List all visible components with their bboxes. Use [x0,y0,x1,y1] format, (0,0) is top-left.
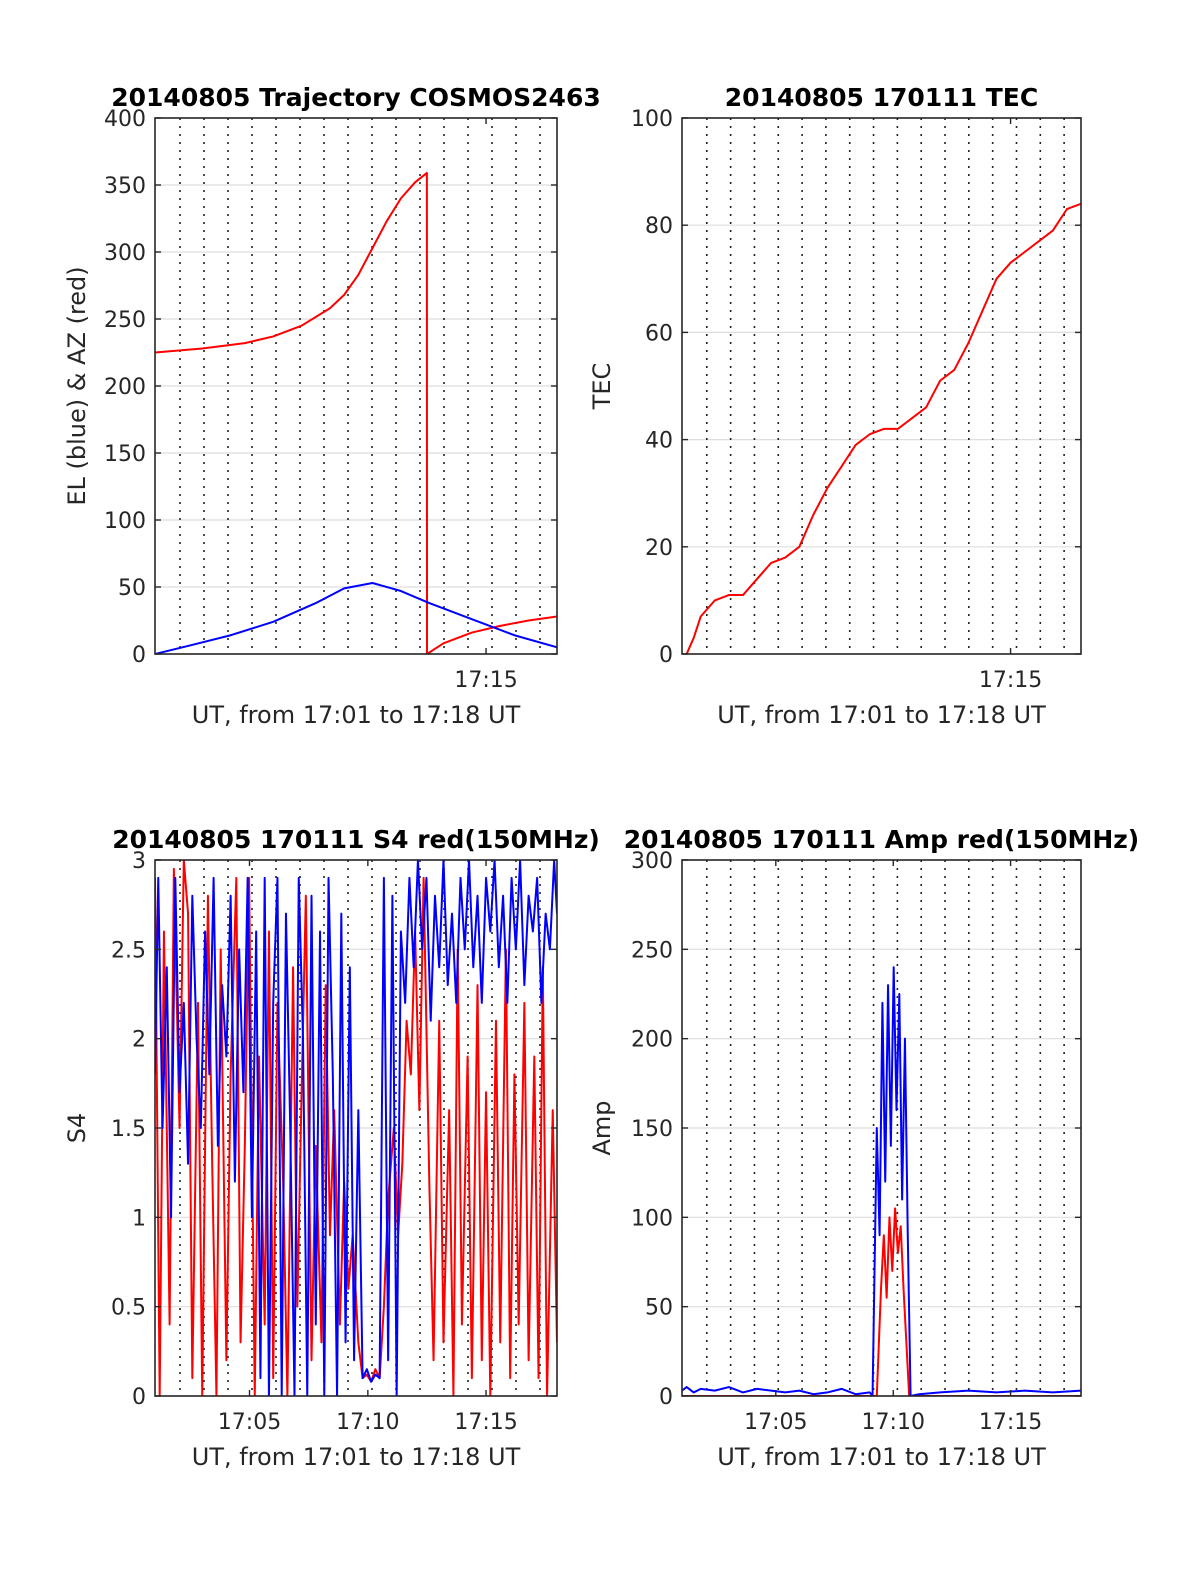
y-tick-label: 3 [132,849,146,874]
y-tick-label: 300 [631,849,673,874]
axes-box [681,117,1082,655]
y-tick-label: 0 [132,643,146,668]
y-tick-label: 150 [631,1117,673,1142]
y-tick-label: 60 [645,321,673,346]
y-tick-label: 2 [132,1028,146,1053]
chart-title: 20140805 170111 S4 red(150MHz) [112,825,600,854]
series-line-1 [682,1207,1081,1396]
y-tick-label: 0 [659,1385,673,1410]
x-tick-label: 17:15 [454,668,517,693]
y-tick-label: 100 [631,1206,673,1231]
chart-amp: 0 50 100 150 200 250 300 17:05 17:10 17:15 2014080… [588,825,1139,1471]
series-line-2 [155,581,557,654]
series-line-1 [155,171,557,654]
x-tick-label: 17:05 [218,1410,281,1435]
series-line-2 [155,860,557,1396]
chart-title: 20140805 170111 Amp red(150MHz) [624,825,1140,854]
x-axis-label: UT, from 17:01 to 17:18 UT [717,701,1046,729]
y-tick-label: 100 [104,509,146,534]
series-line-2 [682,966,1081,1396]
y-tick-label: 2.5 [111,938,146,963]
y-tick-label: 50 [118,576,146,601]
y-tick-label: 80 [645,214,673,239]
y-tick-label: 100 [631,107,673,132]
x-tick-label: 17:10 [336,1410,399,1435]
x-tick-label: 17:15 [979,1410,1042,1435]
y-axis-label: EL (blue) & AZ (red) [63,266,91,505]
x-axis-label: UT, from 17:01 to 17:18 UT [192,1443,521,1471]
y-axis-label: TEC [588,363,616,411]
y-axis-label: S4 [63,1113,91,1144]
y-tick-label: 0 [132,1385,146,1410]
y-axis-label: Amp [588,1100,616,1155]
y-tick-label: 250 [104,308,146,333]
y-tick-label: 250 [631,938,673,963]
x-tick-label: 17:05 [744,1410,807,1435]
y-tick-label: 200 [104,375,146,400]
x-tick-label: 17:15 [454,1410,517,1435]
y-tick-label: 0 [659,643,673,668]
y-tick-label: 350 [104,174,146,199]
chart-traj: 0 50 100 150 200 250 300 350 400 17:15 20140805 Tr… [63,83,601,729]
chart-title: 20140805 Trajectory COSMOS2463 [111,83,601,112]
y-tick-label: 150 [104,442,146,467]
x-axis-label: UT, from 17:01 to 17:18 UT [717,1443,1046,1471]
y-tick-label: 1 [132,1206,146,1231]
x-tick-label: 17:15 [979,668,1042,693]
series-line-1 [685,202,1081,654]
series-line-1 [155,860,557,1396]
y-tick-label: 400 [104,107,146,132]
plot-area [682,118,1081,654]
chart-s4: 0 0.5 1 1.5 2 2.5 3 17:05 17:10 17:15 20140805 170… [63,825,600,1471]
x-tick-label: 17:10 [862,1410,925,1435]
y-tick-label: 300 [104,241,146,266]
y-tick-label: 20 [645,536,673,561]
chart-title: 20140805 170111 TEC [725,83,1038,112]
y-tick-label: 1.5 [111,1117,146,1142]
y-tick-label: 200 [631,1028,673,1053]
x-axis-label: UT, from 17:01 to 17:18 UT [192,701,521,729]
y-tick-label: 0.5 [111,1296,146,1321]
y-tick-label: 40 [645,429,673,454]
chart-tec: 0 20 40 60 80 100 17:15 20140805 170111 TEC UT, … [588,83,1082,729]
y-tick-label: 50 [645,1296,673,1321]
